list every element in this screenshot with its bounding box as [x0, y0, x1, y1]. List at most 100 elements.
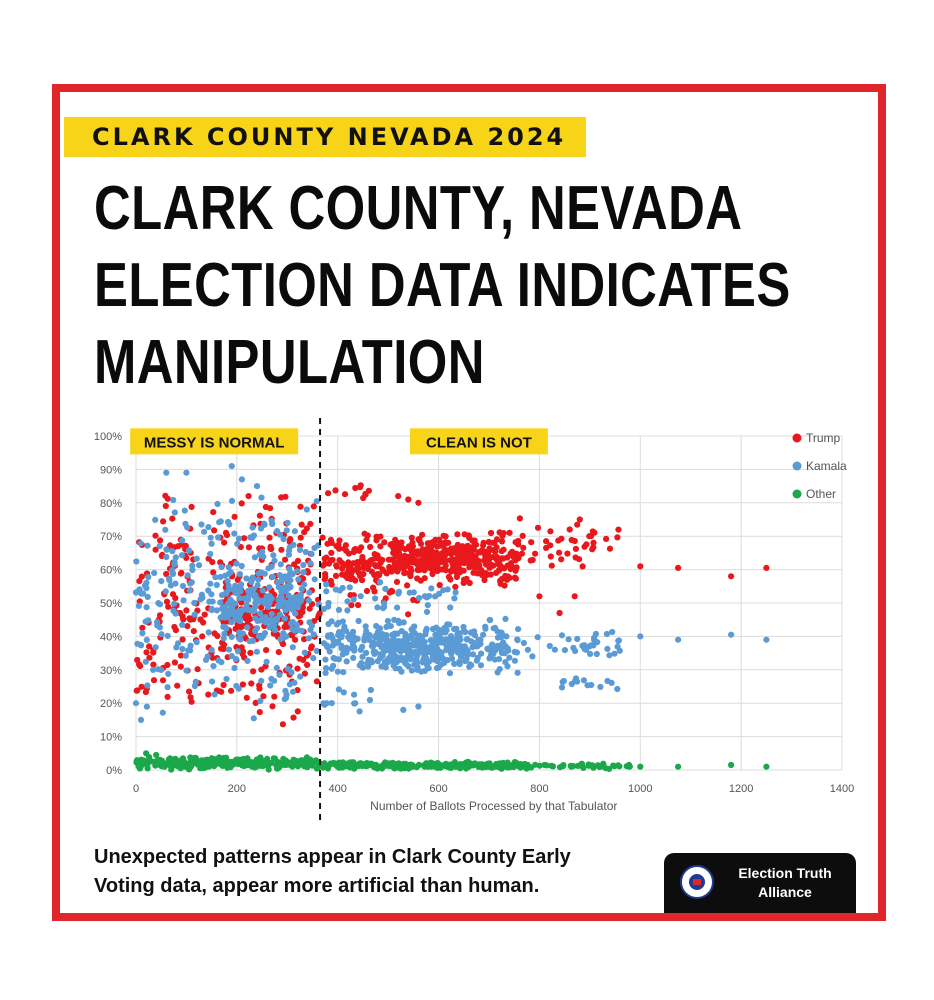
trump-point — [278, 546, 285, 553]
trump-point — [614, 534, 621, 541]
trump-point — [436, 582, 443, 589]
trump-point — [150, 677, 158, 684]
kamala-point — [489, 643, 496, 650]
trump-point — [383, 570, 390, 577]
kamala-point — [426, 592, 433, 600]
trump-point — [472, 556, 479, 563]
trump-point — [274, 631, 281, 638]
kamala-point — [208, 646, 215, 654]
kamala-point — [586, 643, 593, 650]
trump-point — [310, 503, 317, 510]
kamala-point — [614, 685, 621, 693]
trump-point — [363, 536, 370, 543]
trump-point — [278, 494, 285, 501]
kamala-point — [573, 677, 580, 684]
kamala-point — [248, 607, 255, 614]
kamala-point — [406, 589, 413, 596]
trump-point — [480, 539, 487, 546]
other-point — [336, 764, 343, 771]
trump-point — [290, 714, 297, 721]
kamala-point — [597, 683, 604, 690]
kamala-point — [258, 494, 265, 501]
kamala-point — [231, 530, 238, 537]
trump-point — [453, 573, 460, 581]
other-point — [281, 761, 289, 769]
trump-point — [214, 632, 221, 640]
trump-point — [414, 548, 421, 555]
kamala-point — [326, 648, 333, 655]
other-point — [505, 762, 512, 769]
kamala-point — [243, 575, 250, 582]
kamala-point — [514, 669, 521, 676]
kamala-point — [391, 656, 398, 663]
trump-point — [468, 545, 475, 552]
trump-point — [511, 574, 518, 581]
kamala-point — [425, 658, 433, 665]
trump-point — [245, 544, 252, 551]
trump-point — [590, 544, 597, 551]
other-point — [280, 755, 287, 762]
kamala-point — [362, 623, 369, 630]
kamala-point — [189, 562, 196, 569]
trump-point — [460, 567, 467, 574]
kamala-point — [561, 647, 568, 654]
kamala-point — [165, 670, 172, 677]
kamala-point — [305, 597, 312, 604]
kamala-point — [221, 630, 228, 637]
kamala-point — [478, 650, 485, 657]
kamala-point — [144, 682, 151, 689]
trump-point — [239, 681, 246, 688]
other-point — [136, 765, 143, 772]
other-point — [321, 760, 328, 767]
other-point — [590, 764, 597, 771]
other-point — [364, 760, 371, 767]
kamala-point — [313, 647, 320, 654]
kamala-point — [271, 677, 278, 684]
logo-name: Election Truth Alliance — [722, 864, 848, 902]
kamala-point — [320, 640, 328, 647]
other-point — [187, 758, 194, 765]
trump-point — [157, 537, 164, 544]
trump-point — [343, 547, 350, 554]
other-point — [728, 761, 735, 769]
kamala-point — [355, 617, 362, 625]
kamala-point — [394, 604, 401, 611]
other-point — [523, 763, 530, 770]
kamala-point — [302, 548, 309, 556]
kamala-point — [235, 685, 242, 692]
trump-point — [571, 537, 578, 545]
kamala-point — [234, 648, 241, 655]
kamala-point — [289, 644, 296, 651]
trump-point — [360, 494, 367, 502]
trump-point — [138, 683, 145, 690]
kamala-point — [410, 642, 417, 649]
annotation-label: CLEAN IS NOT — [426, 434, 532, 451]
kamala-point — [451, 595, 458, 602]
trump-point — [150, 661, 157, 668]
kamala-point — [184, 572, 191, 579]
caption: Unexpected patterns appear in Clark Coun… — [94, 843, 654, 901]
kamala-point — [274, 528, 281, 535]
trump-point — [256, 512, 263, 519]
kamala-point — [471, 640, 478, 647]
kamala-point — [366, 696, 373, 704]
kamala-point — [344, 598, 351, 605]
trump-point — [297, 612, 304, 619]
x-tick-label: 200 — [228, 783, 246, 795]
headline: CLARK COUNTY, NEVADA ELECTION DATA INDIC… — [94, 170, 934, 401]
kamala-point — [259, 587, 266, 594]
trump-point — [294, 665, 301, 672]
trump-point — [146, 643, 153, 650]
trump-point — [408, 567, 415, 574]
trump-point — [576, 516, 583, 523]
trump-point — [363, 587, 371, 595]
trump-point — [298, 521, 305, 528]
kamala-point — [256, 551, 263, 558]
kamala-point — [675, 636, 682, 643]
kamala-point — [236, 615, 243, 622]
kamala-point — [333, 621, 340, 628]
kamala-point — [463, 636, 470, 643]
trump-point — [327, 577, 334, 584]
kamala-point — [225, 646, 233, 653]
trump-point — [335, 541, 342, 548]
